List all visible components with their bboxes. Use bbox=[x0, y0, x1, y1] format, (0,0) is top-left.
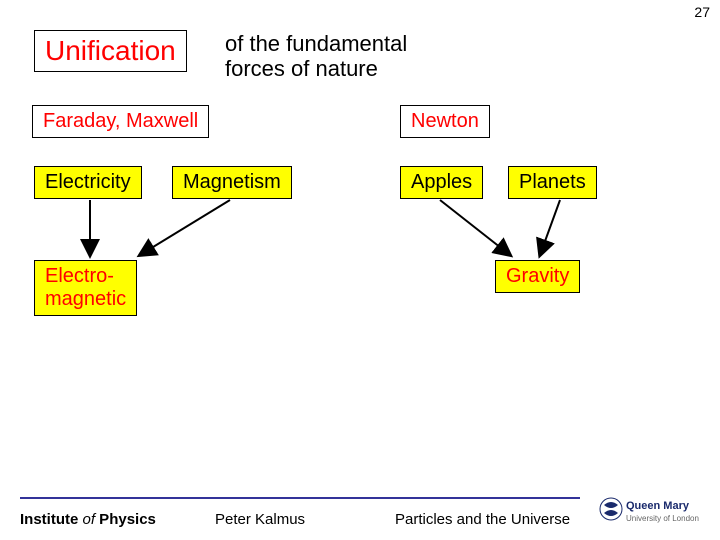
qm-logo-icon: Queen Mary University of London bbox=[598, 495, 708, 527]
qm-logo-text1: Queen Mary bbox=[626, 500, 690, 512]
arrows-layer bbox=[0, 0, 720, 540]
footer-institute-of: of bbox=[83, 511, 96, 528]
footer-institute-pre: Institute bbox=[20, 511, 83, 528]
queen-mary-logo: Queen Mary University of London bbox=[598, 495, 708, 532]
arrow-apples-to-gravity bbox=[440, 200, 510, 255]
footer-divider bbox=[20, 497, 580, 499]
qm-logo-text2: University of London bbox=[626, 514, 699, 523]
footer-center: Peter Kalmus bbox=[215, 511, 305, 528]
arrow-magnetism-to-em bbox=[140, 200, 230, 255]
footer-institute: Institute of Physics bbox=[20, 511, 156, 528]
footer-institute-post: Physics bbox=[95, 511, 156, 528]
footer-right: Particles and the Universe bbox=[395, 511, 570, 528]
arrow-planets-to-gravity bbox=[540, 200, 560, 255]
